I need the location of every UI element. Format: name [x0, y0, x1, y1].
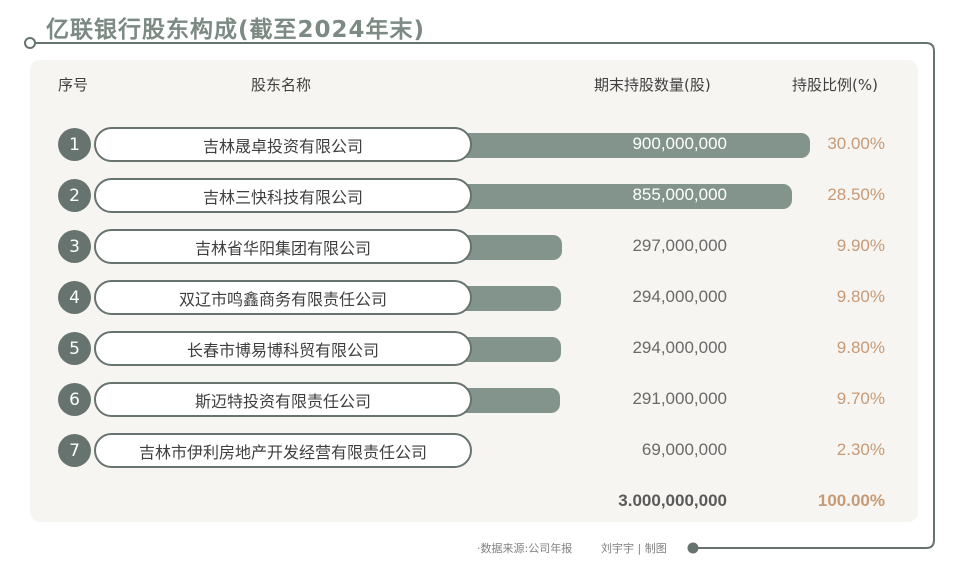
bar — [440, 184, 792, 209]
header-ratio: 持股比例(%) — [792, 76, 878, 94]
row-index-badge: 4 — [58, 281, 91, 314]
table-row: 5 长春市博易博科贸有限公司 294,000,000 9.80% — [0, 331, 960, 367]
shares-value-label: 900,000,000 — [632, 134, 727, 153]
table-row: 1 吉林晟卓投资有限公司 900,000,000 30.00% — [0, 127, 960, 163]
table-row: 7 吉林市伊利房地产开发经营有限责任公司 69,000,000 2.30% — [0, 433, 960, 469]
percent-value-label: 28.50% — [827, 185, 885, 204]
percent-value-label: 9.80% — [836, 287, 885, 306]
shares-value-label: 69,000,000 — [641, 440, 727, 459]
shares-value-label: 855,000,000 — [632, 185, 727, 204]
shareholder-name: 吉林省华阳集团有限公司 — [94, 229, 472, 264]
row-index-badge: 2 — [58, 179, 91, 212]
bar — [440, 133, 810, 158]
row-index-badge: 1 — [58, 128, 91, 161]
row-index-badge: 6 — [58, 383, 91, 416]
percent-value-label: 9.90% — [836, 236, 885, 255]
shares-value-label: 294,000,000 — [632, 287, 727, 306]
footer-source: ·数据来源:公司年报 — [477, 542, 573, 555]
percent-value-label: 9.70% — [836, 389, 885, 408]
row-index-badge: 5 — [58, 332, 91, 365]
row-index-badge: 3 — [58, 230, 91, 263]
percent-value-label: 30.00% — [827, 134, 885, 153]
table-row: 3 吉林省华阳集团有限公司 297,000,000 9.90% — [0, 229, 960, 265]
table-row: 4 双辽市鸣鑫商务有限责任公司 294,000,000 9.80% — [0, 280, 960, 316]
table-row: 6 斯迈特投资有限责任公司 291,000,000 9.70% — [0, 382, 960, 418]
shareholder-name: 吉林晟卓投资有限公司 — [94, 127, 472, 162]
total-shares: 3.000,000,000 — [618, 491, 727, 510]
shareholder-name: 长春市博易博科贸有限公司 — [94, 331, 472, 366]
shareholder-name: 双辽市鸣鑫商务有限责任公司 — [94, 280, 472, 315]
shares-value-label: 294,000,000 — [632, 338, 727, 357]
shareholder-name: 吉林市伊利房地产开发经营有限责任公司 — [94, 433, 472, 468]
chart-title: 亿联银行股东构成(截至2024年末) — [46, 17, 426, 43]
percent-value-label: 2.30% — [836, 440, 885, 459]
shares-value-label: 291,000,000 — [632, 389, 727, 408]
shareholder-name: 斯迈特投资有限责任公司 — [94, 382, 472, 417]
header-shares: 期末持股数量(股) — [594, 76, 711, 94]
percent-value-label: 9.80% — [836, 338, 885, 357]
header-index: 序号 — [58, 76, 89, 94]
table-row: 2 吉林三快科技有限公司 855,000,000 28.50% — [0, 178, 960, 214]
header-name: 股东名称 — [251, 76, 312, 94]
shares-value-label: 297,000,000 — [632, 236, 727, 255]
footer-author: 刘宇宇 | 制图 — [601, 542, 667, 555]
row-index-badge: 7 — [58, 434, 91, 467]
shareholder-name: 吉林三快科技有限公司 — [94, 178, 472, 213]
total-percent: 100.00% — [817, 491, 885, 510]
